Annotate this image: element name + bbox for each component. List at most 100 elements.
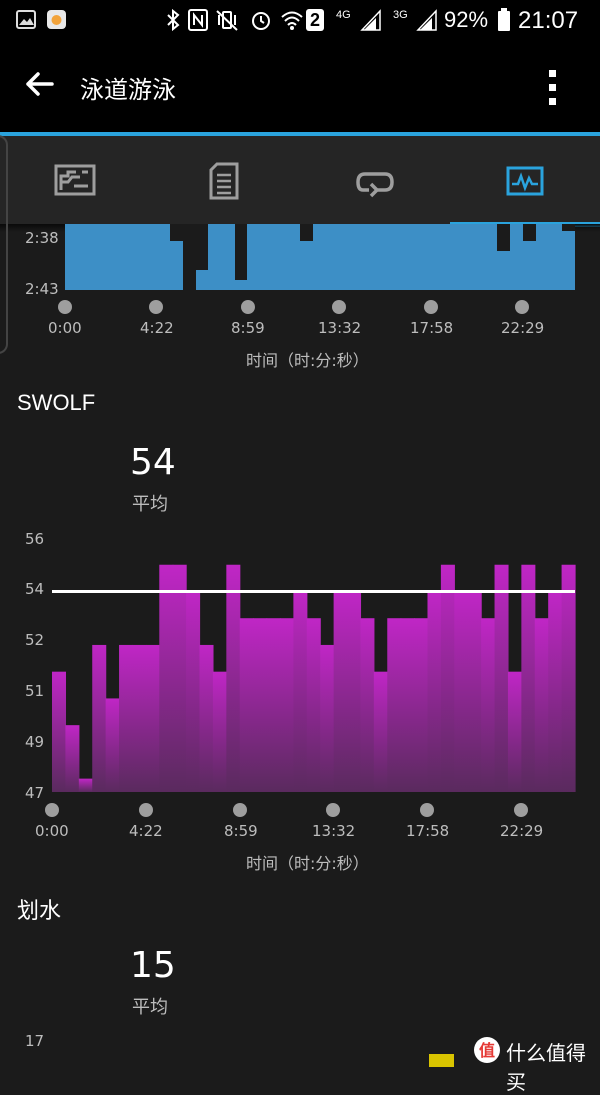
pace-notch bbox=[300, 224, 313, 241]
pace-x-tick: 0:00 bbox=[48, 319, 82, 337]
pace-notch bbox=[235, 224, 247, 280]
laps-loop-icon bbox=[356, 172, 394, 198]
swolf-bar bbox=[266, 618, 281, 792]
swolf-bar bbox=[78, 778, 93, 792]
tab-charts[interactable] bbox=[450, 136, 600, 224]
pace-x-axis-title: 时间（时:分:秒） bbox=[246, 351, 369, 370]
pace-x-marker bbox=[332, 300, 346, 314]
swolf-bar bbox=[400, 618, 415, 792]
swolf-bar bbox=[186, 591, 201, 792]
swolf-bar bbox=[414, 618, 429, 792]
swolf-bar bbox=[52, 671, 67, 792]
battery-percent: 92% bbox=[444, 7, 489, 32]
bluetooth-icon bbox=[167, 8, 180, 32]
swolf-y-tick: 47 bbox=[25, 784, 45, 802]
gallery-notification-icon bbox=[16, 10, 36, 29]
status-bar: 2 4G 3G 92% 21:07 bbox=[0, 0, 600, 40]
pace-x-marker bbox=[58, 300, 72, 314]
swolf-bar bbox=[293, 591, 308, 792]
swolf-bar bbox=[132, 644, 147, 792]
swolf-bar bbox=[561, 564, 576, 792]
details-document-icon bbox=[209, 162, 239, 200]
pace-area bbox=[65, 224, 575, 290]
swolf-y-tick: 51 bbox=[25, 682, 45, 700]
swolf-bar bbox=[172, 564, 187, 792]
alarm-icon bbox=[252, 12, 270, 30]
watermark-logo: 值 bbox=[474, 1037, 500, 1063]
battery-icon bbox=[498, 8, 510, 31]
swolf-bar bbox=[534, 618, 549, 792]
swolf-bar bbox=[360, 618, 375, 792]
swolf-bar bbox=[239, 618, 254, 792]
pace-x-marker bbox=[241, 300, 255, 314]
network-type-3g: 3G bbox=[393, 9, 408, 21]
pace-x-marker bbox=[149, 300, 163, 314]
swolf-chart bbox=[52, 564, 576, 792]
stroke-bar bbox=[429, 1054, 454, 1067]
swolf-bar bbox=[65, 725, 80, 792]
swolf-x-marker bbox=[326, 803, 340, 817]
stroke-y-tick: 17 bbox=[25, 1032, 45, 1050]
pace-notch bbox=[497, 224, 510, 251]
pace-notch bbox=[562, 224, 575, 231]
swolf-x-tick: 4:22 bbox=[129, 822, 163, 840]
swolf-bar bbox=[105, 698, 120, 792]
swolf-bar bbox=[548, 591, 563, 792]
pace-chart bbox=[65, 224, 575, 290]
swolf-title: SWOLF bbox=[17, 390, 96, 415]
watermark-text: 什么值得买 bbox=[506, 1041, 586, 1094]
pace-notch bbox=[523, 224, 536, 241]
swolf-y-tick: 54 bbox=[25, 580, 45, 598]
network-type-4g: 4G bbox=[336, 9, 351, 21]
swolf-bar bbox=[387, 618, 402, 792]
swolf-bar bbox=[212, 671, 227, 792]
swolf-x-tick: 13:32 bbox=[312, 822, 356, 840]
swolf-bar bbox=[333, 591, 348, 792]
tab-summary[interactable] bbox=[0, 136, 150, 224]
swolf-bar bbox=[494, 564, 509, 792]
clock: 21:07 bbox=[518, 7, 579, 34]
swolf-x-marker bbox=[45, 803, 59, 817]
app-bar: 泳道游泳 bbox=[0, 40, 600, 132]
pace-notch bbox=[183, 224, 196, 290]
wifi-icon bbox=[281, 11, 303, 30]
swolf-x-tick: 0:00 bbox=[35, 822, 69, 840]
arrow-left-icon[interactable] bbox=[18, 62, 62, 106]
swolf-bar bbox=[306, 618, 321, 792]
swolf-bar bbox=[481, 618, 496, 792]
swolf-bar bbox=[373, 671, 388, 792]
signal-icon bbox=[360, 9, 381, 31]
nfc-icon bbox=[188, 9, 208, 31]
pace-x-tick: 17:58 bbox=[410, 319, 454, 337]
pace-x-tick: 22:29 bbox=[501, 319, 545, 337]
swolf-bar bbox=[347, 591, 362, 792]
swolf-x-axis-title: 时间（时:分:秒） bbox=[246, 854, 369, 873]
stroke-average-value: 15 bbox=[130, 945, 176, 986]
app-notification-icon bbox=[47, 10, 66, 29]
swolf-bar bbox=[159, 564, 174, 792]
pace-x-marker bbox=[515, 300, 529, 314]
tab-details[interactable] bbox=[150, 136, 300, 224]
pace-x-marker bbox=[424, 300, 438, 314]
stroke-title: 划水 bbox=[17, 899, 62, 924]
swolf-bar bbox=[467, 591, 482, 792]
more-vertical-icon[interactable] bbox=[536, 62, 570, 112]
sim-number-badge bbox=[306, 9, 324, 31]
pace-y-tick: 2:43 bbox=[25, 280, 59, 298]
swolf-x-tick: 8:59 bbox=[224, 822, 258, 840]
pace-x-tick: 4:22 bbox=[140, 319, 174, 337]
swolf-bar bbox=[226, 564, 241, 792]
swolf-bar bbox=[454, 591, 469, 792]
swolf-bar bbox=[320, 644, 335, 792]
swolf-bar bbox=[145, 644, 160, 792]
tab-laps[interactable] bbox=[300, 136, 450, 224]
vibrate-mute-icon bbox=[216, 10, 238, 31]
swolf-average-value: 54 bbox=[130, 442, 176, 483]
swolf-y-tick: 52 bbox=[25, 631, 45, 649]
swolf-bar bbox=[521, 564, 536, 792]
swolf-x-marker bbox=[233, 803, 247, 817]
pace-notch bbox=[196, 224, 208, 270]
swolf-bar bbox=[427, 591, 442, 792]
swolf-x-tick: 17:58 bbox=[406, 822, 450, 840]
pace-notch bbox=[170, 224, 183, 241]
